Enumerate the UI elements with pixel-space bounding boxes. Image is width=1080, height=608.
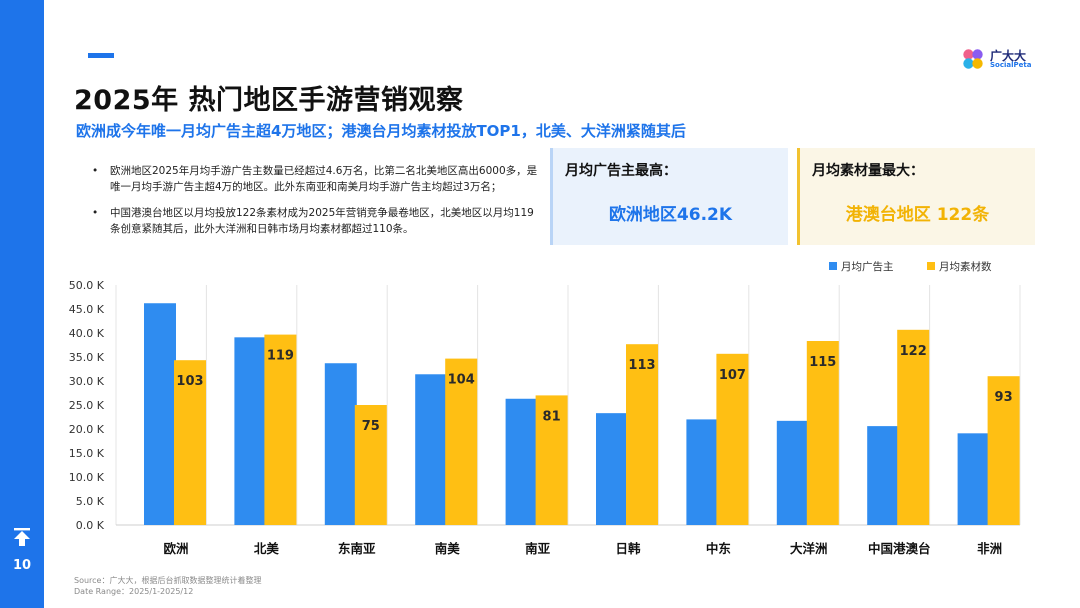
y-tick-label: 45.0 K	[69, 303, 105, 316]
brand-logo-cn: 广大大	[990, 49, 1027, 63]
bar-data-label: 81	[543, 409, 561, 424]
bar-data-label: 75	[362, 419, 380, 434]
page-subtitle: 欧洲成今年唯一月均广告主超4万地区；港澳台月均素材投放TOP1，北美、大洋洲紧随…	[76, 122, 686, 140]
bar-advertisers	[144, 303, 176, 525]
card-value: 欧洲地区46.2K	[608, 205, 733, 225]
bar-advertisers	[686, 419, 719, 525]
bar-data-label: 103	[176, 374, 203, 389]
y-tick-label: 20.0 K	[69, 423, 105, 436]
x-tick-label: 南美	[435, 541, 461, 556]
bar-data-label: 122	[900, 344, 927, 359]
card-label: 月均广告主最高：	[565, 163, 677, 179]
source-note: Source：广大大，根据后台抓取数据整理统计着整理 Date Range：20…	[74, 575, 261, 597]
card-value: 港澳台地区 122条	[845, 205, 990, 225]
bar-creatives	[626, 344, 658, 525]
y-tick-label: 50.0 K	[69, 279, 105, 292]
bar-data-label: 93	[995, 390, 1013, 405]
bar-creatives	[897, 329, 930, 525]
bar-creatives	[716, 353, 749, 525]
bar-data-label: 119	[267, 349, 294, 364]
bar-creatives	[987, 376, 1020, 525]
legend-label-creatives: 月均素材数	[939, 260, 992, 273]
x-tick-label: 大洋洲	[790, 541, 828, 556]
x-tick-label: 非洲	[977, 541, 1002, 556]
bar-advertisers	[957, 433, 990, 525]
y-tick-label: 0.0 K	[76, 519, 105, 532]
x-tick-label: 中东	[706, 541, 732, 556]
left-side-strip	[0, 0, 44, 608]
bar-advertisers	[505, 398, 538, 525]
brand-logo: 广大大 SocialPeta	[962, 46, 1052, 72]
y-tick-label: 25.0 K	[69, 399, 105, 412]
title-accent-bar	[88, 53, 114, 58]
y-tick-label: 30.0 K	[69, 375, 105, 388]
bar-advertisers	[415, 374, 448, 525]
bar-creatives	[806, 341, 839, 525]
back-to-top-icon[interactable]	[12, 527, 32, 547]
bar-creatives	[535, 395, 568, 525]
legend-swatch-advertisers	[829, 262, 837, 270]
page-title: 2025年 热门地区手游营销观察	[74, 85, 464, 116]
bar-data-label: 104	[448, 373, 475, 388]
source-line: Source：广大大，根据后台抓取数据整理统计着整理	[74, 576, 262, 585]
bar-data-label: 115	[809, 355, 836, 370]
bar-creatives	[445, 358, 478, 525]
brand-logo-icon	[963, 49, 983, 69]
bar-advertisers	[234, 337, 267, 525]
bar-advertisers	[324, 363, 357, 525]
bullet-item: 欧洲地区2025年月均手游广告主数量已经超过4.6万名，比第二名北美地区高出60…	[92, 163, 542, 195]
bar-data-label: 107	[719, 368, 746, 383]
legend-label-advertisers: 月均广告主	[841, 260, 894, 273]
y-tick-label: 40.0 K	[69, 327, 105, 340]
bar-data-label: 113	[628, 358, 655, 373]
legend-swatch-creatives	[927, 262, 935, 270]
x-tick-label: 东南亚	[338, 541, 376, 556]
y-tick-label: 15.0 K	[69, 447, 105, 460]
y-tick-label: 5.0 K	[76, 495, 105, 508]
brand-logo-en: SocialPeta	[990, 61, 1032, 69]
y-tick-label: 10.0 K	[69, 471, 105, 484]
bar-creatives	[264, 334, 297, 525]
insight-bullets: 欧洲地区2025年月均手游广告主数量已经超过4.6万名，比第二名北美地区高出60…	[92, 163, 542, 247]
date-range-line: Date Range：2025/1-2025/12	[74, 587, 194, 596]
highlight-card-advertisers: 月均广告主最高： 欧洲地区46.2K	[550, 148, 788, 245]
bar-advertisers	[776, 420, 809, 525]
x-tick-label: 北美	[254, 541, 280, 556]
y-tick-label: 35.0 K	[69, 351, 105, 364]
highlight-card-creatives: 月均素材量最大： 港澳台地区 122条	[797, 148, 1035, 245]
x-tick-label: 中国港澳台	[868, 541, 931, 556]
x-tick-label: 南亚	[525, 541, 551, 556]
bar-advertisers	[867, 426, 900, 525]
bar-creatives	[174, 360, 206, 525]
page-number: 10	[12, 558, 32, 573]
x-tick-label: 欧洲	[163, 541, 188, 556]
card-label: 月均素材量最大：	[812, 163, 924, 179]
x-tick-label: 日韩	[615, 541, 641, 556]
bullet-item: 中国港澳台地区以月均投放122条素材成为2025年营销竞争最卷地区，北美地区以月…	[92, 205, 542, 237]
bar-creatives	[354, 405, 387, 525]
bar-advertisers	[596, 413, 628, 525]
